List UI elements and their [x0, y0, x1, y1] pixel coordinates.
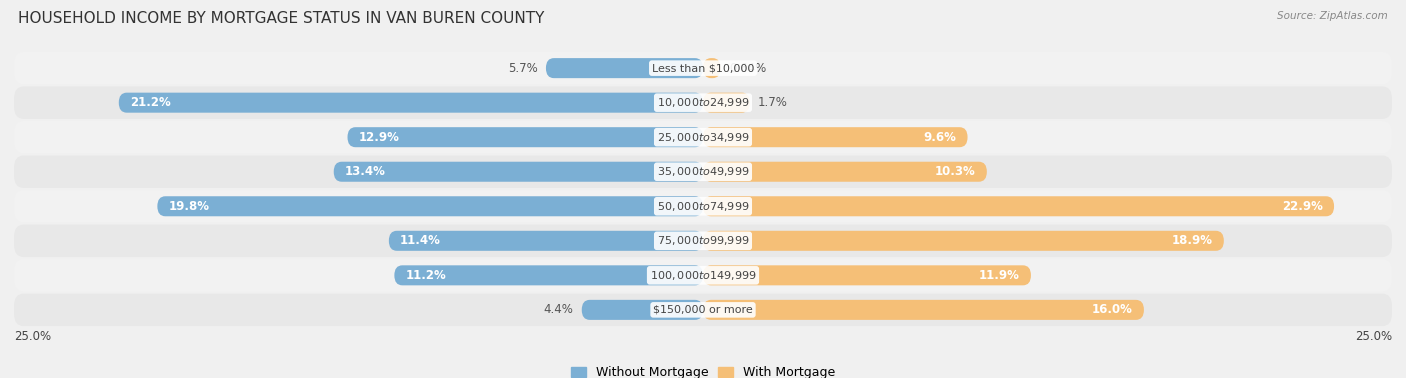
Text: 18.9%: 18.9% [1171, 234, 1213, 247]
Text: 11.9%: 11.9% [979, 269, 1019, 282]
FancyBboxPatch shape [14, 155, 1392, 188]
FancyBboxPatch shape [333, 162, 703, 182]
FancyBboxPatch shape [582, 300, 703, 320]
Text: 19.8%: 19.8% [169, 200, 209, 213]
FancyBboxPatch shape [703, 162, 987, 182]
Text: $10,000 to $24,999: $10,000 to $24,999 [657, 96, 749, 109]
Text: $50,000 to $74,999: $50,000 to $74,999 [657, 200, 749, 213]
FancyBboxPatch shape [14, 259, 1392, 291]
FancyBboxPatch shape [157, 196, 703, 216]
Text: HOUSEHOLD INCOME BY MORTGAGE STATUS IN VAN BUREN COUNTY: HOUSEHOLD INCOME BY MORTGAGE STATUS IN V… [18, 11, 544, 26]
Text: 10.3%: 10.3% [935, 165, 976, 178]
Text: 11.4%: 11.4% [399, 234, 440, 247]
FancyBboxPatch shape [14, 294, 1392, 326]
FancyBboxPatch shape [394, 265, 703, 285]
Legend: Without Mortgage, With Mortgage: Without Mortgage, With Mortgage [565, 361, 841, 378]
FancyBboxPatch shape [14, 87, 1392, 119]
Text: 12.9%: 12.9% [359, 131, 399, 144]
FancyBboxPatch shape [14, 190, 1392, 223]
FancyBboxPatch shape [14, 121, 1392, 153]
Text: $100,000 to $149,999: $100,000 to $149,999 [650, 269, 756, 282]
Text: 0.64%: 0.64% [728, 62, 766, 74]
FancyBboxPatch shape [546, 58, 703, 78]
FancyBboxPatch shape [703, 58, 721, 78]
FancyBboxPatch shape [703, 127, 967, 147]
Text: $35,000 to $49,999: $35,000 to $49,999 [657, 165, 749, 178]
Text: 16.0%: 16.0% [1092, 304, 1133, 316]
FancyBboxPatch shape [703, 196, 1334, 216]
Text: 5.7%: 5.7% [508, 62, 537, 74]
Text: 9.6%: 9.6% [924, 131, 956, 144]
Text: Source: ZipAtlas.com: Source: ZipAtlas.com [1277, 11, 1388, 21]
FancyBboxPatch shape [14, 52, 1392, 84]
FancyBboxPatch shape [389, 231, 703, 251]
FancyBboxPatch shape [347, 127, 703, 147]
Text: 11.2%: 11.2% [405, 269, 446, 282]
Text: 13.4%: 13.4% [344, 165, 385, 178]
FancyBboxPatch shape [703, 300, 1144, 320]
FancyBboxPatch shape [703, 93, 749, 113]
FancyBboxPatch shape [14, 225, 1392, 257]
FancyBboxPatch shape [703, 265, 1031, 285]
Text: 1.7%: 1.7% [758, 96, 787, 109]
Text: 25.0%: 25.0% [1355, 330, 1392, 343]
Text: $75,000 to $99,999: $75,000 to $99,999 [657, 234, 749, 247]
FancyBboxPatch shape [118, 93, 703, 113]
Text: 25.0%: 25.0% [14, 330, 51, 343]
Text: $150,000 or more: $150,000 or more [654, 305, 752, 315]
Text: 22.9%: 22.9% [1282, 200, 1323, 213]
Text: Less than $10,000: Less than $10,000 [652, 63, 754, 73]
FancyBboxPatch shape [703, 231, 1223, 251]
Text: $25,000 to $34,999: $25,000 to $34,999 [657, 131, 749, 144]
Text: 4.4%: 4.4% [544, 304, 574, 316]
Text: 21.2%: 21.2% [129, 96, 170, 109]
